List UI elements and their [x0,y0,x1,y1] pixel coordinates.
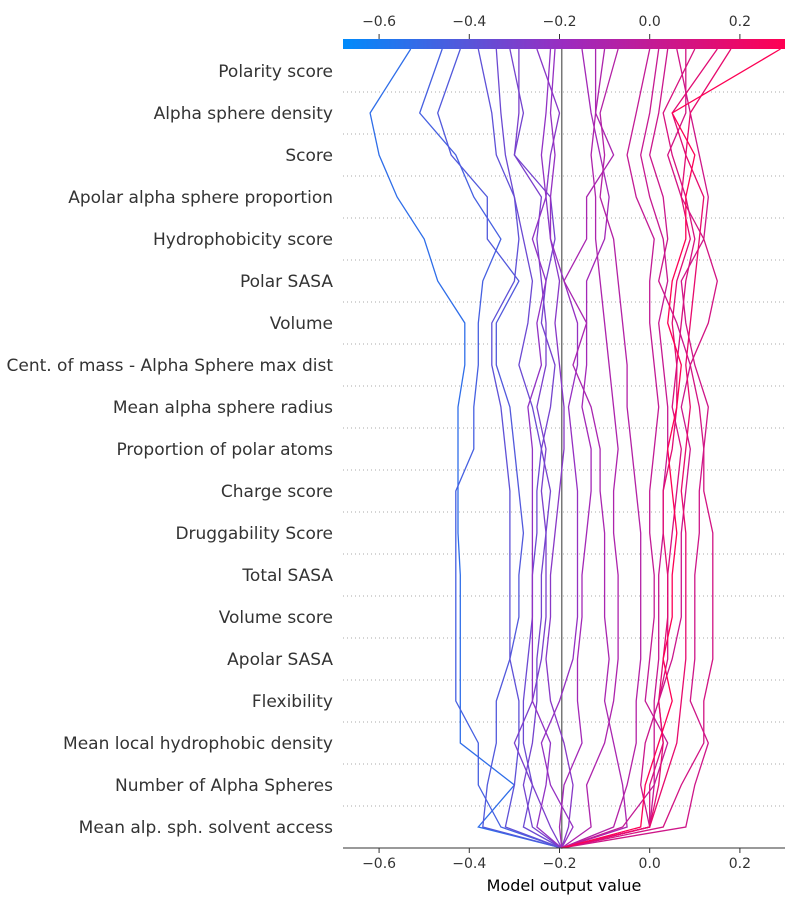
decision-line [536,48,574,849]
gridlines [343,91,785,849]
x-tick-label: −0.6 [362,856,396,872]
top-tick-label: −0.6 [362,14,396,30]
feature-label: Charge score [221,482,333,502]
decision-line [561,48,619,849]
feature-label: Mean alpha sphere radius [113,398,333,418]
feature-label: Flexibility [252,692,333,712]
feature-label: Mean alp. sph. solvent access [79,818,333,838]
decision-line [369,48,562,849]
decision-line [495,48,563,849]
decision-line [540,48,579,849]
x-tick-label: −0.2 [542,856,576,872]
decision-line [561,48,669,849]
decision-line [437,48,562,849]
decision-lines [369,48,781,849]
x-tick-label: 0.2 [729,856,751,872]
top-tick-label: −0.2 [542,14,576,30]
feature-label: Druggability Score [175,524,333,544]
x-axis-title: Model output value [487,876,642,895]
feature-label: Hydrophobicity score [153,230,333,250]
decision-line [558,48,610,849]
feature-label: Polar SASA [240,272,333,292]
feature-label: Apolar alpha sphere proportion [68,188,333,208]
feature-label: Volume score [219,608,333,628]
bottom-axis: −0.6 −0.4 −0.2 0.0 0.2 [343,847,785,872]
x-tick-label: −0.4 [452,856,486,872]
decision-line [527,48,563,849]
decision-line [561,48,732,849]
top-tick-label: 0.2 [729,14,751,30]
top-tick-label: 0.0 [639,14,661,30]
decision-line [561,48,691,849]
feature-label: Cent. of mass - Alpha Sphere max dist [6,356,333,376]
decision-line [513,49,563,849]
feature-label: Volume [270,314,333,334]
decision-line [561,48,696,849]
feature-label: Score [285,146,333,166]
top-tick-label: −0.4 [452,14,486,30]
colorbar [343,39,785,49]
feature-label: Mean local hydrophobic density [63,734,333,754]
decision-line [509,48,563,849]
feature-labels: Polarity score Alpha sphere density Score A… [6,62,333,838]
feature-label: Apolar SASA [227,650,333,670]
decision-line [418,48,562,849]
feature-label: Number of Alpha Spheres [115,776,333,796]
x-tick-label: 0.0 [639,856,661,872]
top-axis: −0.6 −0.4 −0.2 0.0 0.2 [362,14,751,39]
feature-label: Polarity score [218,62,333,82]
decision-line [561,48,642,849]
feature-label: Alpha sphere density [154,104,333,124]
decision-line [561,49,718,849]
decision-line [477,48,562,849]
decision-line [561,48,709,849]
decision-line [561,49,628,849]
feature-label: Total SASA [241,566,333,586]
feature-label: Proportion of polar atoms [116,440,333,460]
decision-line [561,48,669,849]
decision-line [561,48,781,849]
decision-line [561,48,718,849]
